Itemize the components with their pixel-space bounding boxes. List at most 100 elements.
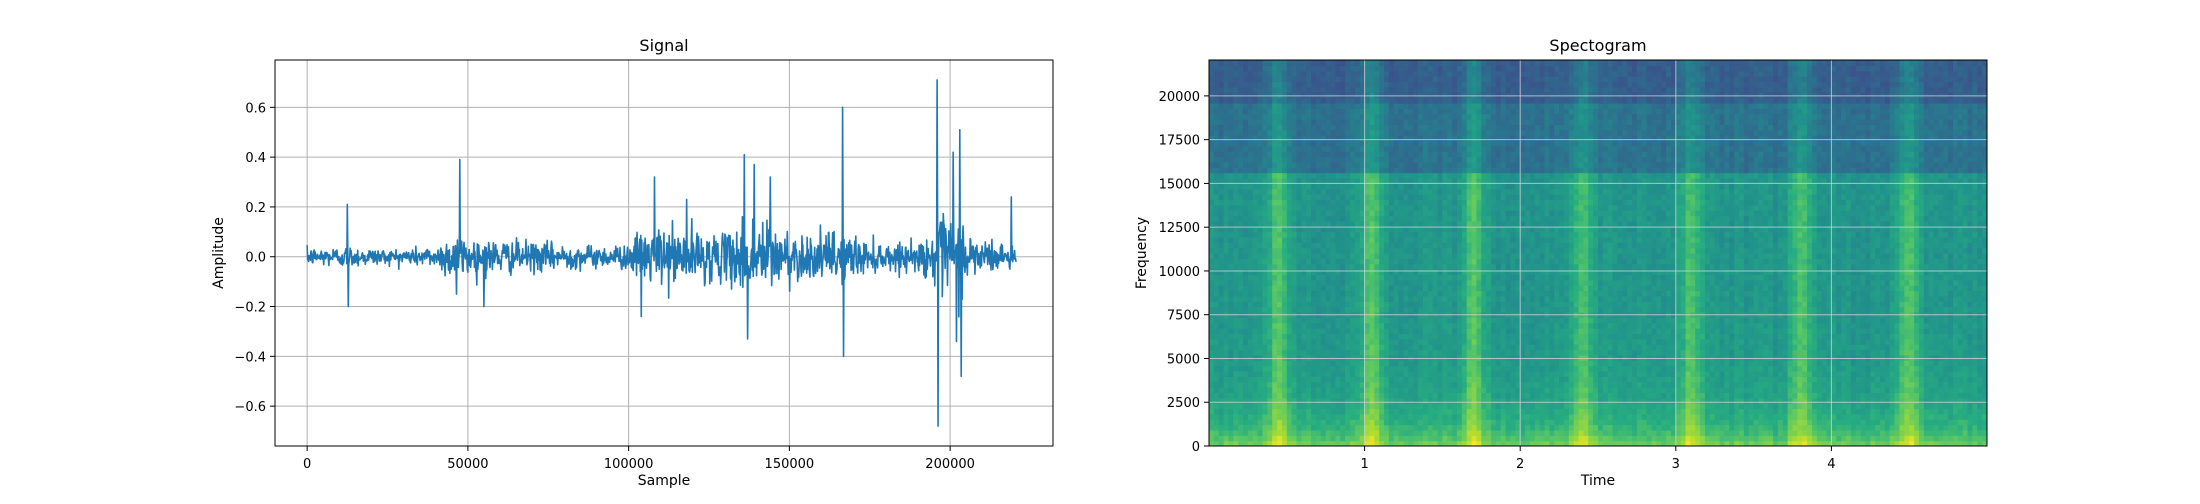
spectrogram-cell bbox=[1306, 130, 1311, 136]
spectrogram-cell bbox=[1228, 92, 1233, 98]
spectrogram-cell bbox=[1408, 274, 1413, 280]
spectrogram-cell bbox=[1262, 398, 1267, 404]
spectrogram-cell bbox=[1297, 205, 1302, 211]
spectrogram-cell bbox=[1413, 173, 1418, 179]
spectrogram-cell bbox=[1316, 194, 1321, 200]
spectrogram-cell bbox=[1301, 151, 1306, 157]
spectrogram-cell bbox=[1355, 403, 1360, 409]
spectrogram-cell bbox=[1423, 173, 1428, 179]
spectrogram-cell bbox=[1442, 408, 1447, 414]
spectrogram-cell bbox=[1525, 87, 1530, 93]
spectrogram-cell bbox=[1272, 408, 1277, 414]
spectrogram-cell bbox=[1389, 119, 1394, 125]
spectrogram-cell bbox=[1209, 237, 1214, 243]
spectrogram-cell bbox=[1438, 414, 1443, 420]
spectrogram-cell bbox=[1442, 167, 1447, 173]
spectrogram-cell bbox=[1326, 173, 1331, 179]
spectrogram-cell bbox=[1501, 301, 1506, 307]
spectrogram-cell bbox=[1481, 317, 1486, 323]
spectrogram-cell bbox=[1350, 151, 1355, 157]
spectrogram-cell bbox=[1243, 285, 1248, 291]
spectrogram-cell bbox=[1496, 98, 1501, 104]
spectrogram-cell bbox=[1428, 392, 1433, 398]
spectrogram-cell bbox=[1297, 307, 1302, 313]
spectrogram-cell bbox=[1331, 210, 1336, 216]
spectrogram-cell bbox=[1331, 215, 1336, 221]
spectrogram-cell bbox=[1384, 221, 1389, 227]
spectrogram-cell bbox=[1491, 199, 1496, 205]
spectrogram-cell bbox=[1404, 114, 1409, 120]
spectrogram-cell bbox=[1335, 333, 1340, 339]
spectrogram-cell bbox=[1340, 167, 1345, 173]
spectrogram-cell bbox=[1423, 92, 1428, 98]
spectrogram-cell bbox=[1331, 274, 1336, 280]
spectrogram-cell bbox=[1438, 280, 1443, 286]
spectrogram-cell bbox=[1540, 173, 1545, 179]
spectrogram-cell bbox=[1258, 307, 1263, 313]
spectrogram-cell bbox=[1462, 215, 1467, 221]
spectrogram-cell bbox=[1491, 387, 1496, 393]
spectrogram-cell bbox=[1258, 162, 1263, 168]
spectrogram-cell bbox=[1394, 140, 1399, 146]
spectrogram-cell bbox=[1292, 199, 1297, 205]
spectrogram-cell bbox=[1413, 408, 1418, 414]
spectrogram-cell bbox=[1219, 425, 1224, 431]
spectrogram-cell bbox=[1374, 215, 1379, 221]
spectrogram-cell bbox=[1384, 183, 1389, 189]
spectrogram-cell bbox=[1335, 355, 1340, 361]
spectrogram-cell bbox=[1481, 114, 1486, 120]
spectrogram-cell bbox=[1340, 392, 1345, 398]
spectrogram-cell bbox=[1476, 76, 1481, 82]
spectrogram-cell bbox=[1506, 151, 1511, 157]
spectrogram-cell bbox=[1525, 435, 1530, 441]
spectrogram-cell bbox=[1253, 291, 1258, 297]
spectrogram-cell bbox=[1433, 242, 1438, 248]
spectrogram-cell bbox=[1462, 119, 1467, 125]
spectrogram-cell bbox=[1267, 269, 1272, 275]
spectrogram-cell bbox=[1228, 151, 1233, 157]
spectrogram-cell bbox=[1535, 328, 1540, 334]
spectrogram-cell bbox=[1214, 71, 1219, 77]
spectrogram-cell bbox=[1384, 344, 1389, 350]
spectrogram-cell bbox=[1384, 98, 1389, 104]
spectrogram-cell bbox=[1306, 366, 1311, 372]
spectrogram-cell bbox=[1243, 328, 1248, 334]
spectrogram-cell bbox=[1316, 140, 1321, 146]
spectrogram-cell bbox=[1535, 183, 1540, 189]
spectrogram-cell bbox=[1258, 151, 1263, 157]
spectrogram-cell bbox=[1228, 403, 1233, 409]
spectrogram-cell bbox=[1331, 382, 1336, 388]
spectrogram-cell bbox=[1384, 205, 1389, 211]
spectrogram-cell bbox=[1340, 119, 1345, 125]
spectrogram-cell bbox=[1365, 108, 1370, 114]
spectrogram-cell bbox=[1297, 301, 1302, 307]
spectrogram-cell bbox=[1481, 258, 1486, 264]
spectrogram-cell bbox=[1408, 355, 1413, 361]
spectrogram-cell bbox=[1408, 376, 1413, 382]
spectrogram-cell bbox=[1335, 81, 1340, 87]
spectrogram-cell bbox=[1423, 210, 1428, 216]
spectrogram-cell bbox=[1311, 269, 1316, 275]
spectrogram-cell bbox=[1467, 151, 1472, 157]
spectrogram-cell bbox=[1457, 130, 1462, 136]
spectrogram-cell bbox=[1272, 371, 1277, 377]
spectrogram-cell bbox=[1525, 360, 1530, 366]
spectrogram-cell bbox=[1520, 323, 1525, 329]
spectrogram-cell bbox=[1262, 403, 1267, 409]
spectrogram-cell bbox=[1452, 183, 1457, 189]
spectrogram-cell bbox=[1438, 98, 1443, 104]
spectrogram-cell bbox=[1491, 60, 1496, 66]
spectrogram-cell bbox=[1219, 151, 1224, 157]
spectrogram-cell bbox=[1404, 210, 1409, 216]
spectrogram-cell bbox=[1258, 339, 1263, 345]
spectrogram-cell bbox=[1384, 339, 1389, 345]
spectrogram-cell bbox=[1297, 253, 1302, 259]
spectrogram-cell bbox=[1374, 339, 1379, 345]
spectrogram-cell bbox=[1501, 98, 1506, 104]
spectrogram-cell bbox=[1214, 291, 1219, 297]
spectrogram-cell bbox=[1408, 76, 1413, 82]
spectrogram-cell bbox=[1355, 232, 1360, 238]
spectrogram-cell bbox=[1457, 119, 1462, 125]
spectrogram-cell bbox=[1258, 232, 1263, 238]
spectrogram-cell bbox=[1292, 140, 1297, 146]
